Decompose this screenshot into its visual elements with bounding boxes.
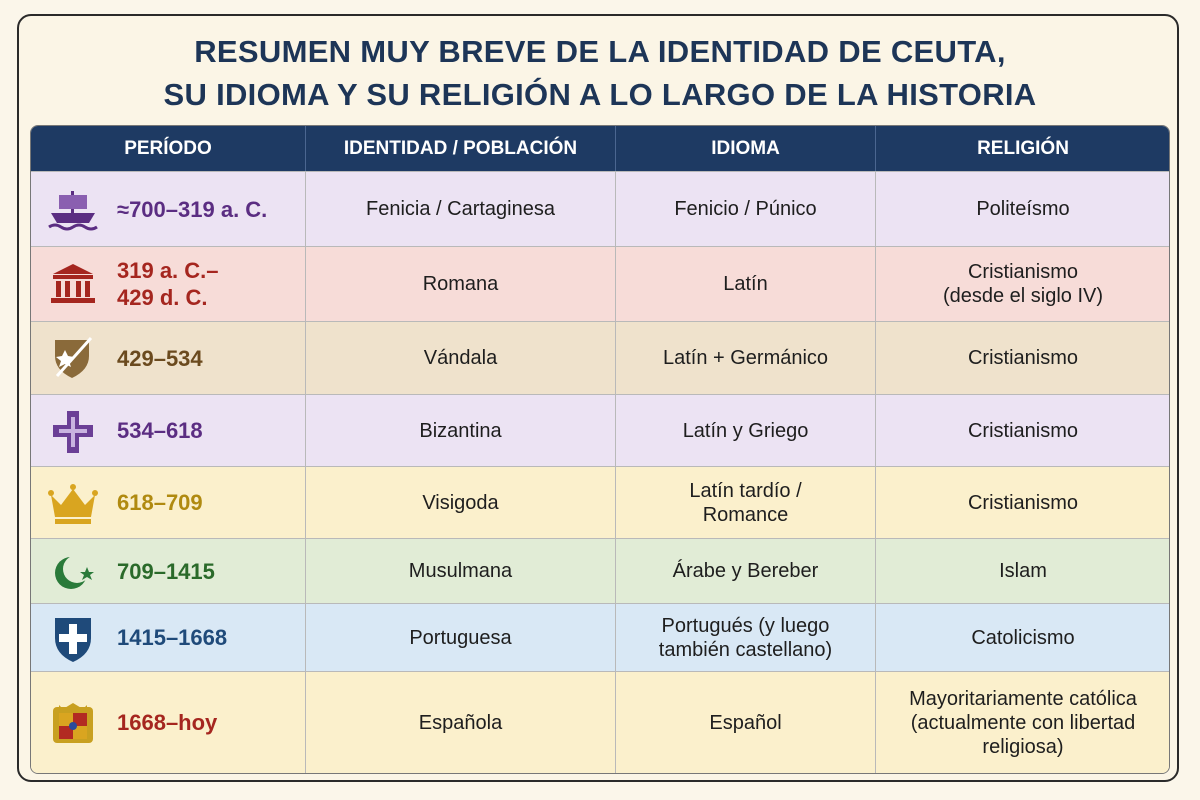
table-cell: Visigoda	[306, 466, 616, 538]
table-cell: Fenicio / Púnico	[616, 171, 876, 246]
table-cell: Cristianismo	[876, 394, 1169, 466]
table-cell: Bizantina	[306, 394, 616, 466]
header-cell: IDENTIDAD / POBLACIÓN	[306, 126, 616, 171]
header-cell: IDIOMA	[616, 126, 876, 171]
table-cell: Española	[306, 671, 616, 773]
period-cell: ≈700–319 a. C.	[31, 171, 306, 246]
table-cell: Latín y Griego	[616, 394, 876, 466]
table-cell: Islam	[876, 538, 1169, 603]
table-cell: Árabe y Bereber	[616, 538, 876, 603]
table-cell: Latín	[616, 246, 876, 321]
table-cell: Politeísmo	[876, 171, 1169, 246]
period-cell: 1668–hoy	[31, 671, 306, 773]
table-cell: Latín tardío / Romance	[616, 466, 876, 538]
period-icon	[48, 483, 98, 524]
period-text: 709–1415	[117, 558, 215, 584]
table-cell: Vándala	[306, 321, 616, 394]
title-line: RESUMEN MUY BREVE DE LA IDENTIDAD DE CEU…	[194, 34, 1006, 69]
period-cell: 618–709	[31, 466, 306, 538]
period-icon	[55, 336, 93, 378]
header-cell: RELIGIÓN	[876, 126, 1169, 171]
table-cell: Musulmana	[306, 538, 616, 603]
period-icon	[55, 617, 91, 662]
period-text: ≈700–319 a. C.	[117, 196, 268, 222]
period-text: 319 a. C.– 429 d. C.	[117, 258, 219, 310]
table-cell: Catolicismo	[876, 603, 1169, 671]
period-text: 618–709	[117, 490, 203, 515]
period-cell: 1415–1668	[31, 603, 306, 671]
period-icon	[55, 555, 94, 589]
period-text: 534–618	[117, 418, 203, 443]
period-text: 1668–hoy	[117, 710, 218, 735]
period-text: 429–534	[117, 345, 203, 371]
table-cell: Cristianismo	[876, 466, 1169, 538]
table-cell: Mayoritariamente católica (actualmente c…	[876, 671, 1169, 773]
period-icon	[51, 264, 95, 303]
table: PERÍODO IDENTIDAD / POBLACIÓN IDIOMA RELIGI…	[30, 125, 1170, 774]
table-cell: Español	[616, 671, 876, 773]
title: RESUMEN MUY BREVE DE LA IDENTIDAD DE CEU…	[0, 30, 1200, 116]
period-text: 1415–1668	[117, 625, 228, 650]
table-cell: Portuguesa	[306, 603, 616, 671]
title-line: SU IDIOMA Y SU RELIGIÓN A LO LARGO DE LA…	[163, 77, 1037, 112]
period-icon	[53, 410, 93, 453]
period-cell: 709–1415	[31, 538, 306, 603]
header-cell: PERÍODO	[31, 126, 306, 171]
period-icon	[53, 702, 93, 743]
table-cell: Latín + Germánico	[616, 321, 876, 394]
table-cell: Cristianismo (desde el siglo IV)	[876, 246, 1169, 321]
period-icon	[48, 191, 98, 231]
period-cell: 319 a. C.– 429 d. C.	[31, 246, 306, 321]
period-cell: 534–618	[31, 394, 306, 466]
period-cell: 429–534	[31, 321, 306, 394]
table-cell: Portugués (y luego también castellano)	[616, 603, 876, 671]
table-cell: Cristianismo	[876, 321, 1169, 394]
table-cell: Fenicia / Cartaginesa	[306, 171, 616, 246]
table-cell: Romana	[306, 246, 616, 321]
